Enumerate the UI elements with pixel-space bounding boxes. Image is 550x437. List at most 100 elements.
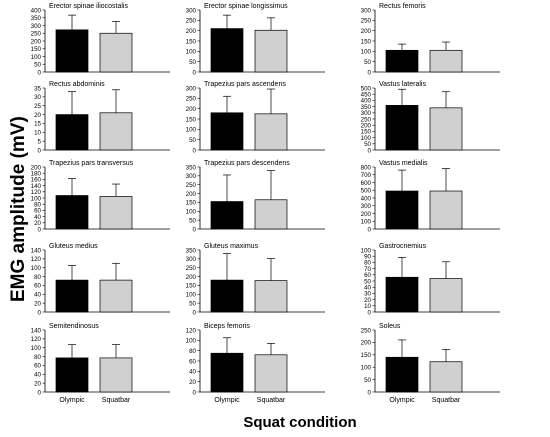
y-tick-label: 200: [186, 274, 197, 281]
y-tick-label: 250: [186, 18, 197, 25]
y-tick-label: 50: [364, 278, 371, 285]
y-tick-label: 250: [361, 116, 372, 123]
y-tick-label: 60: [34, 283, 41, 290]
x-tick-label: Squatbar: [257, 397, 286, 404]
y-tick-label: 200: [361, 211, 372, 218]
bar-olympic: [385, 49, 419, 73]
bar-olympic: [385, 105, 419, 151]
y-tick-label: 100: [361, 135, 372, 142]
bar-squatbar: [254, 113, 288, 151]
y-tick-label: 0: [368, 69, 372, 76]
y-tick-label: 0: [38, 226, 42, 233]
y-tick-label: 400: [361, 195, 372, 202]
bar-olympic: [210, 279, 244, 313]
subchart-7: Trapezius pars transversus 02040608010012…: [31, 160, 170, 233]
bar-olympic: [55, 195, 89, 230]
y-tick-label: 20: [364, 297, 371, 304]
y-tick-label: 0: [38, 309, 42, 316]
bar-olympic: [55, 357, 89, 393]
subchart-title: Erector spinae longissimus: [204, 3, 288, 10]
y-tick-label: 0: [193, 389, 197, 396]
subchart-title: Vastus medialis: [379, 160, 428, 167]
y-tick-label: 200: [186, 191, 197, 198]
y-tick-label: 40: [34, 214, 41, 221]
y-tick-label: 60: [34, 208, 41, 215]
subchart-title: Gluteus medius: [49, 243, 98, 250]
y-tick-label: 300: [31, 23, 42, 30]
subchart-6: Vastus lateralis 050100150200250300350400…: [361, 81, 500, 154]
bar-olympic: [210, 112, 244, 151]
y-tick-label: 300: [186, 85, 197, 92]
subchart-title: Rectus femoris: [379, 3, 426, 10]
subchart-title: Trapezius pars transversus: [49, 160, 134, 167]
y-tick-label: 100: [361, 247, 372, 254]
y-tick-label: 200: [361, 28, 372, 35]
y-tick-label: 0: [38, 69, 42, 76]
y-tick-label: 180: [31, 171, 42, 178]
y-tick-label: 0: [193, 69, 197, 76]
y-tick-label: 500: [361, 85, 372, 92]
y-tick-label: 0: [38, 147, 42, 154]
y-tick-label: 150: [361, 129, 372, 136]
y-tick-label: 50: [189, 59, 196, 66]
y-tick-label: 20: [34, 220, 41, 227]
y-tick-label: 50: [364, 377, 371, 384]
y-tick-label: 100: [361, 365, 372, 372]
y-tick-label: 0: [368, 147, 372, 154]
y-tick-label: 5: [38, 138, 42, 145]
y-tick-label: 200: [361, 340, 372, 347]
y-tick-label: 70: [364, 266, 371, 273]
y-tick-label: 500: [361, 188, 372, 195]
y-tick-label: 50: [364, 141, 371, 148]
y-tick-label: 100: [31, 54, 42, 61]
subchart-title: Vastus lateralis: [379, 81, 426, 88]
y-tick-label: 0: [368, 389, 372, 396]
y-tick-label: 350: [186, 247, 197, 254]
y-tick-label: 80: [34, 274, 41, 281]
y-tick-label: 100: [186, 338, 197, 345]
x-tick-label: Squatbar: [432, 397, 461, 404]
y-tick-label: 40: [34, 372, 41, 379]
y-tick-label: 100: [186, 49, 197, 56]
subchart-title: Rectus abdominis: [49, 81, 105, 88]
y-tick-label: 200: [186, 106, 197, 113]
y-tick-label: 100: [31, 265, 42, 272]
y-tick-label: 50: [364, 59, 371, 66]
bar-squatbar: [99, 196, 133, 230]
subchart-title: Trapezius pars ascendens: [204, 81, 286, 88]
x-tick-label: Squatbar: [102, 397, 131, 404]
y-tick-label: 150: [361, 352, 372, 359]
y-tick-label: 100: [31, 195, 42, 202]
y-tick-label: 20: [189, 379, 196, 386]
bar-olympic: [210, 352, 244, 393]
bar-olympic: [385, 356, 419, 393]
y-tick-label: 250: [186, 265, 197, 272]
bar-squatbar: [429, 361, 463, 393]
bar-squatbar: [429, 190, 463, 230]
y-tick-label: 800: [361, 164, 372, 171]
y-tick-label: 100: [186, 292, 197, 299]
y-tick-label: 150: [186, 38, 197, 45]
y-tick-label: 300: [186, 173, 197, 180]
y-tick-label: 400: [31, 7, 42, 14]
y-tick-label: 140: [31, 247, 42, 254]
y-tick-label: 50: [34, 62, 41, 69]
y-tick-label: 100: [186, 209, 197, 216]
subchart-2: Erector spinae longissimus 0 50 100 150 200 25…: [186, 3, 325, 76]
y-tick-label: 350: [31, 15, 42, 22]
y-tick-label: 160: [31, 177, 42, 184]
y-tick-label: 140: [31, 327, 42, 334]
y-tick-label: 120: [186, 327, 197, 334]
subchart-title: Gastrocnemius: [379, 243, 427, 250]
y-tick-label: 140: [31, 183, 42, 190]
bar-squatbar: [99, 112, 133, 151]
x-axis-title: Squat condition: [243, 414, 357, 431]
bar-olympic: [210, 201, 244, 230]
y-tick-label: 80: [189, 348, 196, 355]
y-tick-label: 250: [361, 327, 372, 334]
bar-squatbar: [99, 32, 133, 73]
y-tick-label: 150: [186, 116, 197, 123]
